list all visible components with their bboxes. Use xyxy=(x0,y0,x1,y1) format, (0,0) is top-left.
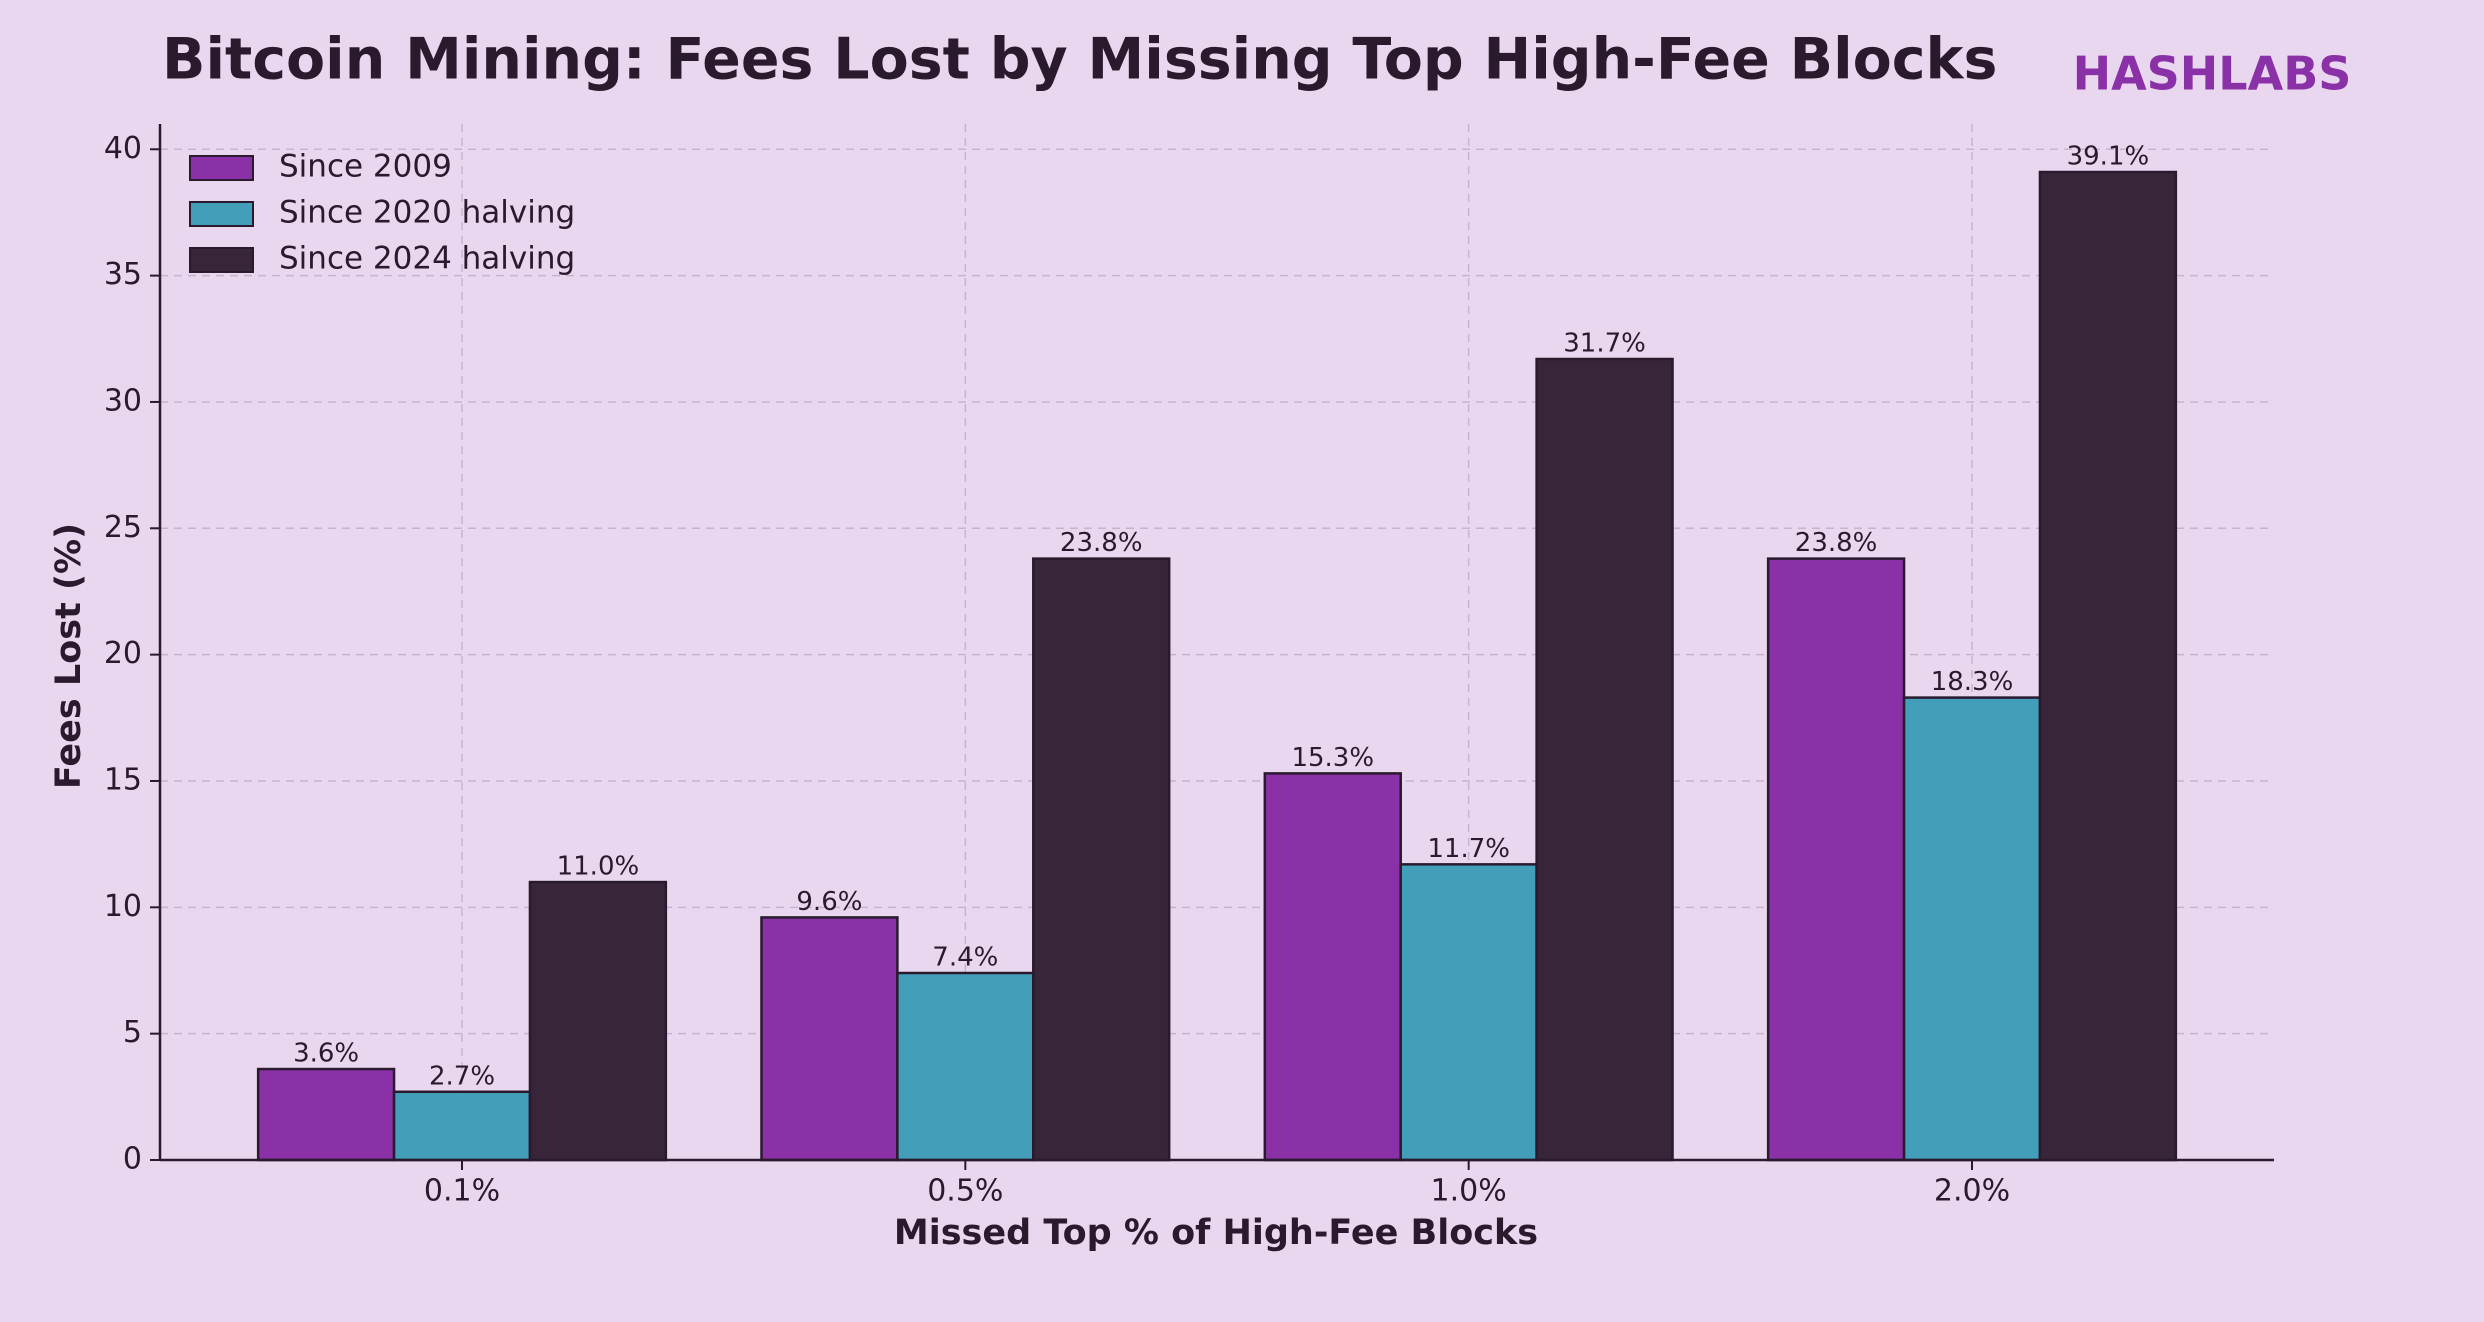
value-label: 23.8% xyxy=(1060,528,1143,558)
bar xyxy=(1902,696,2042,1162)
y-axis-label: Fees Lost (%) xyxy=(49,523,89,789)
value-label: 18.3% xyxy=(1931,667,2014,697)
x-tick-label: 0.5% xyxy=(927,1174,1003,1209)
y-tick-label: 40 xyxy=(104,131,142,166)
value-label: 11.7% xyxy=(1427,834,1510,864)
chart-title: Bitcoin Mining: Fees Lost by Missing Top… xyxy=(162,27,1997,93)
value-label: 23.8% xyxy=(1795,528,1878,558)
bar xyxy=(1766,557,1906,1162)
x-tick-label: 1.0% xyxy=(1431,1174,1507,1209)
y-tick-label: 20 xyxy=(104,636,142,671)
bar xyxy=(896,971,1035,1162)
bar xyxy=(528,880,668,1162)
value-label: 2.7% xyxy=(429,1061,495,1091)
legend-label: Since 2024 halving xyxy=(279,241,575,277)
y-tick-label: 15 xyxy=(104,762,142,797)
y-tick-label: 10 xyxy=(104,889,142,924)
bar xyxy=(760,916,899,1162)
y-tick-label: 0 xyxy=(123,1142,142,1177)
bar xyxy=(1032,557,1171,1162)
bar xyxy=(392,1090,532,1162)
bar xyxy=(1263,772,1402,1162)
x-axis-label: Missed Top % of High-Fee Blocks xyxy=(894,1213,1538,1253)
value-label: 7.4% xyxy=(932,943,998,973)
value-label: 3.6% xyxy=(293,1039,359,1069)
value-label: 39.1% xyxy=(2067,142,2150,172)
y-tick-label: 25 xyxy=(104,510,142,545)
legend-swatch xyxy=(189,247,254,273)
bar xyxy=(1535,357,1674,1162)
y-tick-label: 35 xyxy=(104,257,142,292)
bar xyxy=(256,1067,396,1162)
brand-logo: HASHLABS xyxy=(2073,47,2352,101)
bar xyxy=(1399,863,1538,1162)
x-tick-label: 0.1% xyxy=(424,1174,500,1209)
legend-swatch xyxy=(189,155,254,181)
value-label: 11.0% xyxy=(557,852,640,882)
bar xyxy=(2038,170,2178,1162)
legend-label: Since 2020 halving xyxy=(279,195,575,231)
x-tick-label: 2.0% xyxy=(1934,1174,2010,1209)
legend-label: Since 2009 xyxy=(279,149,452,185)
legend-swatch xyxy=(189,201,254,227)
y-tick-label: 5 xyxy=(123,1015,142,1050)
y-tick-label: 30 xyxy=(104,383,142,418)
value-label: 9.6% xyxy=(796,887,862,917)
value-label: 15.3% xyxy=(1291,743,1374,773)
value-label: 31.7% xyxy=(1563,328,1646,358)
